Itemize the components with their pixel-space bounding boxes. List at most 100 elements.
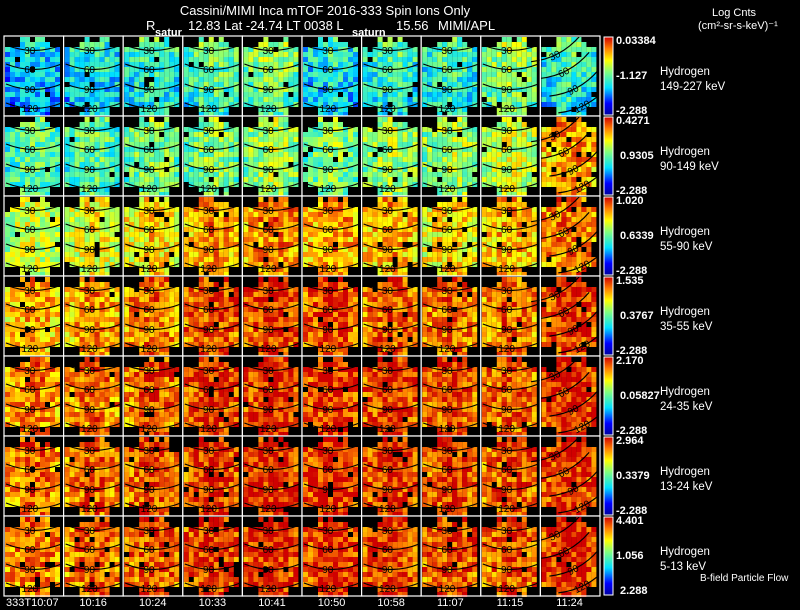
heatmap-cell	[40, 242, 45, 247]
heatmap-cell	[114, 77, 120, 82]
heatmap-cell	[218, 37, 224, 42]
contour-arc	[482, 262, 539, 270]
heatmap-cell	[313, 82, 318, 87]
heatmap-cell	[338, 142, 343, 147]
heatmap-cell	[367, 167, 373, 172]
heatmap-cell	[213, 42, 219, 47]
heatmap-cell	[566, 257, 572, 262]
heatmap-cell	[94, 192, 100, 197]
heatmap-cell	[313, 87, 318, 92]
heatmap-cell	[586, 247, 592, 252]
heatmap-cell	[84, 312, 90, 317]
heatmap-cell	[402, 92, 408, 97]
heatmap-cell	[318, 172, 323, 177]
heatmap-cell	[452, 62, 458, 67]
heatmap-cell	[124, 47, 130, 52]
heatmap-cell	[343, 67, 348, 72]
heatmap-cell	[273, 102, 279, 107]
heatmap-cell	[35, 192, 40, 197]
heatmap-cell	[283, 157, 289, 162]
heatmap-cell	[437, 162, 443, 167]
heatmap-cell	[104, 187, 110, 192]
heatmap-cell	[268, 52, 274, 57]
heatmap-cell	[154, 77, 160, 82]
heatmap-cell	[114, 67, 120, 72]
heatmap-cell	[35, 52, 40, 57]
heatmap-cell	[387, 37, 393, 42]
heatmap-cell	[20, 167, 25, 172]
heatmap-cell	[64, 152, 70, 157]
heatmap-cell	[89, 257, 95, 262]
heatmap-cell	[353, 152, 358, 157]
heatmap-cell	[144, 102, 150, 107]
heatmap-cell	[258, 217, 264, 222]
heatmap-cell	[427, 62, 433, 67]
heatmap-cell	[556, 37, 562, 42]
heatmap-cell	[278, 177, 284, 182]
heatmap-cell	[407, 87, 413, 92]
contour-label: 60	[501, 65, 513, 76]
heatmap-cell	[50, 97, 55, 102]
heatmap-cell	[5, 87, 10, 92]
heatmap-cell	[432, 242, 438, 247]
heatmap-cell	[99, 72, 105, 77]
heatmap-cell	[233, 142, 239, 147]
heatmap-cell	[531, 62, 537, 67]
heatmap-cell	[367, 257, 373, 262]
heatmap-cell	[208, 267, 214, 272]
heatmap-cell	[94, 142, 100, 147]
heatmap-cell	[208, 132, 214, 137]
contour-arc	[5, 223, 62, 231]
heatmap-cell	[496, 92, 502, 97]
heatmap-cell	[104, 182, 110, 187]
heatmap-cell	[372, 72, 378, 77]
heatmap-cell	[25, 217, 30, 222]
heatmap-cell	[183, 177, 189, 182]
heatmap-cell	[462, 257, 468, 262]
heatmap-cell	[452, 97, 458, 102]
heatmap-cell	[40, 57, 45, 62]
contour-arc	[65, 204, 122, 212]
heatmap-cell	[472, 157, 478, 162]
heatmap-cell	[328, 267, 333, 272]
heatmap-cell	[591, 57, 597, 62]
heatmap-cell	[154, 82, 160, 87]
heatmap-cell	[387, 262, 393, 267]
heatmap-cell	[303, 97, 308, 102]
heatmap-cell	[541, 262, 547, 267]
heatmap-cell	[134, 152, 140, 157]
heatmap-cell	[283, 212, 289, 217]
heatmap-cell	[159, 97, 165, 102]
heatmap-cell	[25, 337, 30, 342]
contour-arc	[5, 243, 62, 251]
heatmap-cell	[392, 252, 398, 257]
heatmap-cell	[432, 162, 438, 167]
heatmap-cell	[343, 57, 348, 62]
heatmap-cell	[223, 122, 229, 127]
heatmap-cell	[521, 82, 527, 87]
heatmap-cell	[114, 172, 120, 177]
heatmap-cell	[427, 152, 433, 157]
heatmap-cell	[353, 62, 358, 67]
heatmap-cell	[576, 227, 582, 232]
heatmap-cell	[467, 167, 473, 172]
heatmap-cell	[442, 207, 448, 212]
heatmap-cell	[323, 122, 328, 127]
heatmap-cell	[263, 92, 269, 97]
contour-label: 30	[203, 46, 215, 57]
heatmap-cell	[99, 292, 105, 297]
heatmap-cell	[481, 262, 487, 267]
heatmap-cell	[283, 122, 289, 127]
heatmap-cell	[10, 322, 15, 327]
heatmap-cell	[338, 112, 343, 117]
heatmap-cell	[99, 267, 105, 272]
heatmap-cell	[149, 182, 155, 187]
heatmap-cell	[457, 187, 463, 192]
heatmap-cell	[193, 182, 199, 187]
heatmap-cell	[506, 37, 512, 42]
heatmap-cell	[576, 107, 582, 112]
heatmap-cell	[318, 77, 323, 82]
